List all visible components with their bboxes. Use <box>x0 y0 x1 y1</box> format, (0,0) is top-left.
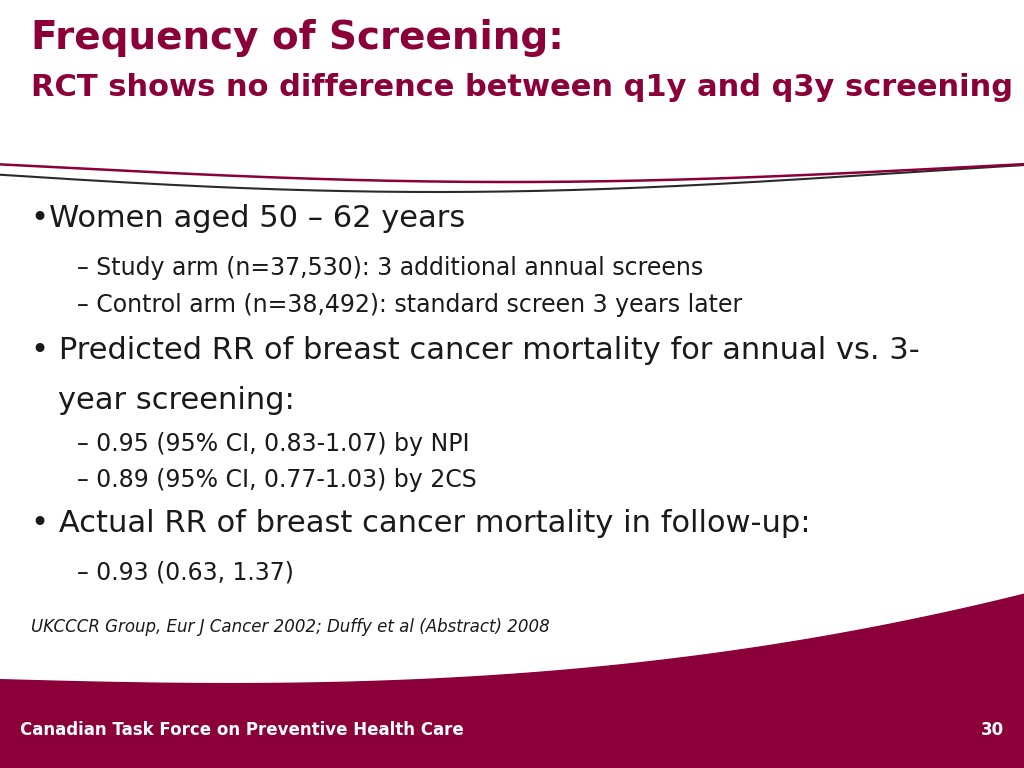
Text: RCT shows no difference between q1y and q3y screening: RCT shows no difference between q1y and … <box>31 73 1013 102</box>
Text: – 0.89 (95% CI, 0.77-1.03) by 2CS: – 0.89 (95% CI, 0.77-1.03) by 2CS <box>77 468 476 492</box>
Text: UKCCCR Group, Eur J Cancer 2002; Duffy et al (Abstract) 2008: UKCCCR Group, Eur J Cancer 2002; Duffy e… <box>31 618 550 636</box>
Text: – 0.93 (0.63, 1.37): – 0.93 (0.63, 1.37) <box>77 561 294 584</box>
Text: – 0.95 (95% CI, 0.83-1.07) by NPI: – 0.95 (95% CI, 0.83-1.07) by NPI <box>77 432 469 455</box>
Text: •Women aged 50 – 62 years: •Women aged 50 – 62 years <box>31 204 465 233</box>
Text: Frequency of Screening:: Frequency of Screening: <box>31 19 563 57</box>
Polygon shape <box>0 594 1024 768</box>
Text: • Actual RR of breast cancer mortality in follow-up:: • Actual RR of breast cancer mortality i… <box>31 509 810 538</box>
Text: year screening:: year screening: <box>58 386 295 415</box>
Text: – Study arm (n=37,530): 3 additional annual screens: – Study arm (n=37,530): 3 additional ann… <box>77 256 703 280</box>
Text: Canadian Task Force on Preventive Health Care: Canadian Task Force on Preventive Health… <box>20 720 464 739</box>
Text: 30: 30 <box>980 720 1004 739</box>
Text: • Predicted RR of breast cancer mortality for annual vs. 3-: • Predicted RR of breast cancer mortalit… <box>31 336 920 365</box>
Text: – Control arm (n=38,492): standard screen 3 years later: – Control arm (n=38,492): standard scree… <box>77 293 742 317</box>
